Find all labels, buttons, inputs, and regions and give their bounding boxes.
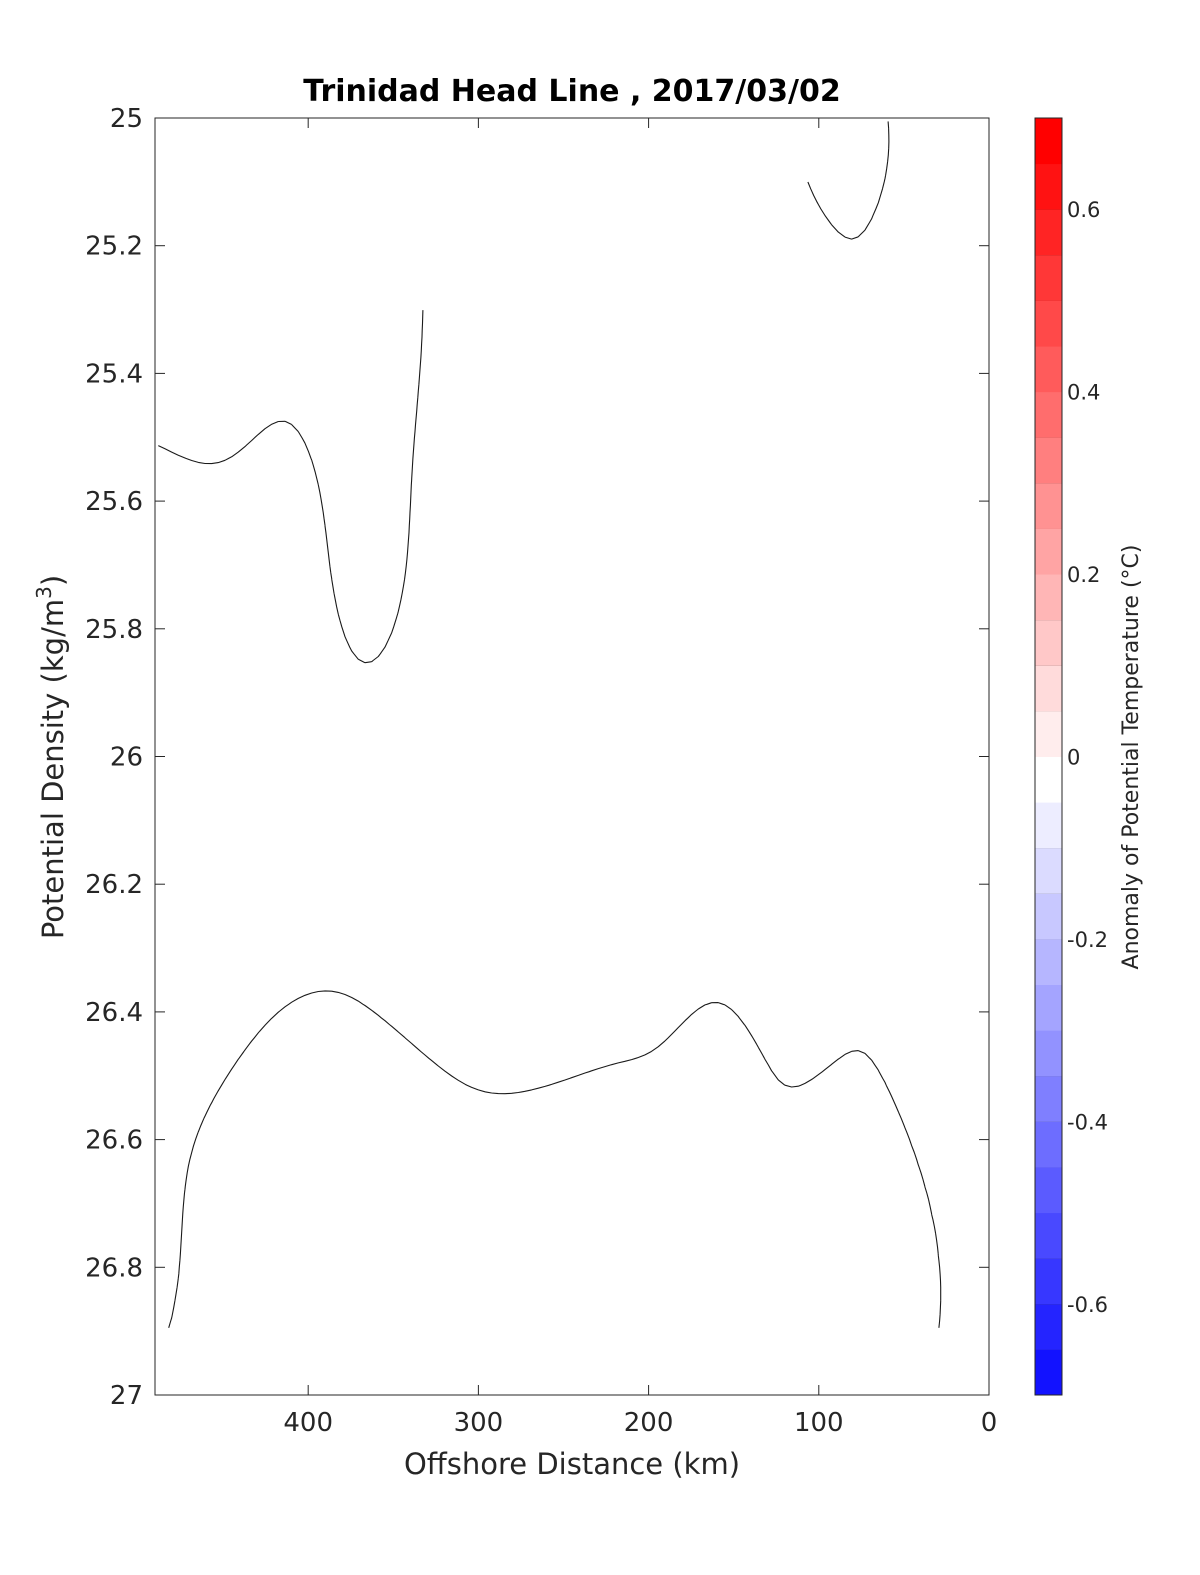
chart-title: Trinidad Head Line , 2017/03/02: [303, 74, 840, 109]
plot-background: [155, 118, 989, 1395]
